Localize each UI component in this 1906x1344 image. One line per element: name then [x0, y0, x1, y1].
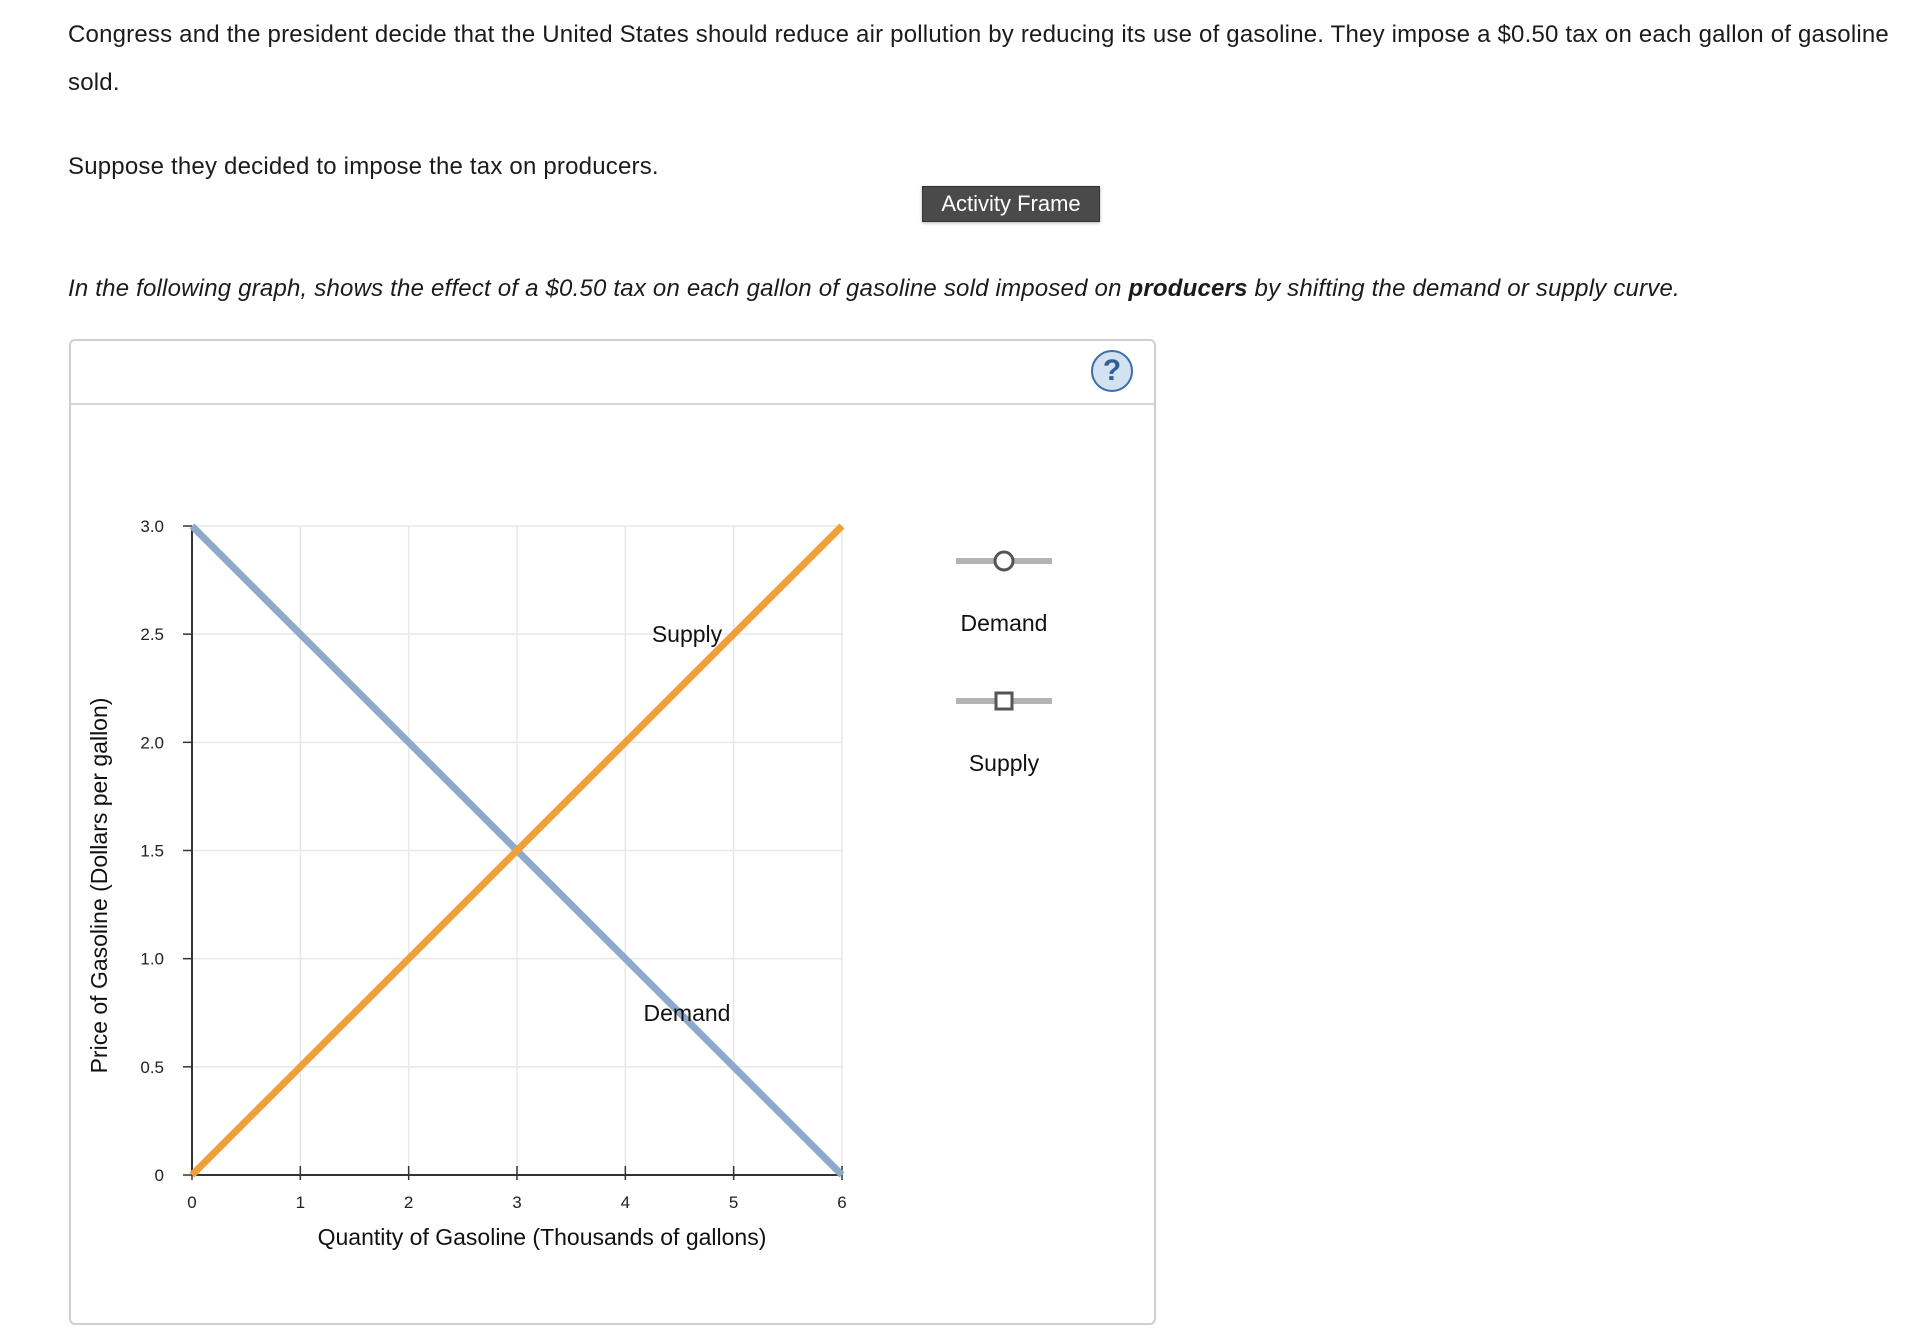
- instruction-producers-bold: producers: [1128, 275, 1248, 302]
- demand-curve-label: Demand: [644, 1000, 731, 1026]
- y-tick-label: 2.5: [140, 625, 164, 644]
- legend-supply-square-icon[interactable]: [994, 691, 1014, 711]
- x-tick-label: 1: [296, 1193, 305, 1212]
- legend-supply-label: Supply: [969, 750, 1040, 776]
- intro-paragraph: Congress and the president decide that t…: [68, 21, 1889, 96]
- x-tick-label: 3: [512, 1193, 521, 1212]
- chart-legend: Demand Supply: [956, 550, 1052, 776]
- x-tick-label: 0: [187, 1193, 196, 1212]
- supply-demand-chart: 0 0.5 1.0 1.5 2.0 2.5 3.0 0 1 2 3 4 5 6 Price of Gaso…: [86, 517, 1052, 1250]
- y-tick-label: 0.5: [140, 1058, 164, 1077]
- x-tick-label: 2: [404, 1193, 413, 1212]
- graph-instruction: In the following graph, shows the effect…: [68, 265, 1680, 313]
- graph-panel: ? 0 0.5 1.0 1.5 2.0 2.5 3.0 0 1 2 3 4 5 6 Price of Ga…: [69, 339, 1156, 1325]
- instruction-text-start: In the following graph, shows the effect…: [68, 275, 1129, 302]
- x-tick-label: 4: [621, 1193, 630, 1212]
- chart-curves: [189, 523, 845, 1178]
- tax-on-producers-text: Suppose they decided to impose the tax o…: [68, 153, 659, 180]
- y-tick-label: 2.0: [140, 733, 164, 752]
- instruction-text-end: by shifting the demand or supply curve.: [1247, 275, 1680, 302]
- help-question-icon[interactable]: ?: [1091, 350, 1133, 392]
- curve-labels: Demand Supply: [644, 621, 731, 1026]
- y-tick-label: 0: [155, 1166, 164, 1185]
- x-axis-title: Quantity of Gasoline (Thousands of gallo…: [318, 1224, 767, 1250]
- chart-ticks: 0 0.5 1.0 1.5 2.0 2.5 3.0 0 1 2 3 4 5 6: [140, 517, 846, 1212]
- y-axis-title: Price of Gasoline (Dollars per gallon): [86, 698, 112, 1074]
- x-tick-label: 5: [729, 1193, 738, 1212]
- x-tick-label: 6: [837, 1193, 846, 1212]
- supply-curve: [189, 523, 845, 1178]
- y-tick-label: 1.0: [140, 950, 164, 969]
- y-tick-label: 1.5: [140, 842, 164, 861]
- y-tick-label: 3.0: [140, 517, 164, 536]
- legend-demand-circle-icon[interactable]: [993, 550, 1015, 572]
- activity-frame-tooltip: Activity Frame: [922, 186, 1100, 222]
- legend-demand-label: Demand: [961, 610, 1048, 636]
- panel-header-divider: [71, 403, 1154, 405]
- supply-curve-label: Supply: [652, 621, 723, 647]
